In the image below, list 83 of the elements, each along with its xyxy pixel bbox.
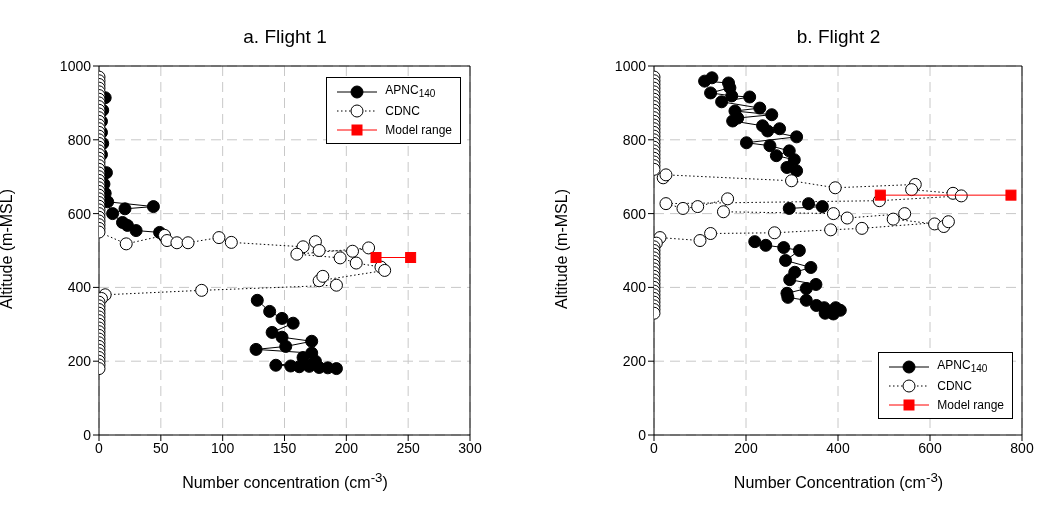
- x-tick-label: 600: [918, 439, 942, 456]
- y-axis-title: Altitude (m-MSL): [0, 188, 16, 311]
- x-axis-title: Number Concentration (cm$^{-3}$): [732, 470, 945, 493]
- point: [249, 342, 263, 356]
- point: [748, 235, 762, 249]
- y-tick-label: 800: [67, 131, 92, 148]
- point: [120, 218, 134, 232]
- point: [715, 95, 729, 109]
- legend-label: Model range: [385, 122, 452, 137]
- point: [129, 224, 143, 238]
- point: [1005, 189, 1017, 201]
- legend-label: CDNC: [385, 103, 420, 118]
- point: [809, 277, 823, 291]
- point: [405, 252, 417, 264]
- point: [118, 202, 132, 216]
- point: [761, 124, 775, 138]
- point: [790, 164, 804, 178]
- point: [263, 304, 277, 318]
- point: [743, 90, 757, 104]
- legend-label: APNC$_{140}$: [385, 83, 436, 100]
- x-tick-label: 800: [1010, 439, 1034, 456]
- point: [279, 339, 293, 353]
- x-tick-label: 150: [272, 439, 297, 456]
- point: [782, 201, 796, 215]
- legend-label: CDNC: [937, 378, 972, 393]
- legend-label: Model range: [937, 397, 1004, 412]
- y-tick-label: 200: [622, 353, 647, 370]
- point: [779, 253, 793, 267]
- point: [777, 241, 791, 255]
- point: [698, 74, 712, 88]
- point: [790, 130, 804, 144]
- x-tick-label: 300: [458, 439, 482, 456]
- point: [725, 89, 739, 103]
- point: [265, 325, 279, 339]
- chart-title: a. Flight 1: [242, 26, 328, 48]
- point: [799, 293, 813, 307]
- chart-title: b. Flight 2: [795, 26, 882, 48]
- point: [763, 139, 777, 153]
- y-tick-label: 800: [622, 131, 647, 148]
- x-tick-label: 50: [153, 439, 169, 456]
- point: [753, 101, 767, 115]
- point: [269, 358, 283, 372]
- y-tick-label: 1000: [59, 57, 92, 74]
- point: [792, 244, 806, 257]
- point: [146, 200, 160, 214]
- y-tick-label: 0: [638, 426, 647, 443]
- point: [704, 86, 718, 100]
- y-tick-label: 0: [83, 426, 92, 443]
- y-tick-label: 600: [622, 205, 647, 222]
- x-tick-label: 400: [826, 439, 850, 456]
- x-axis-title: Number concentration (cm$^{-3}$): [181, 470, 389, 493]
- legend-label: APNC$_{140}$: [937, 358, 988, 375]
- point: [739, 136, 753, 150]
- point: [773, 122, 787, 136]
- point: [726, 114, 740, 128]
- x-tick-label: 100: [210, 439, 235, 456]
- x-tick-label: 0: [650, 439, 659, 456]
- x-tick-label: 0: [95, 439, 104, 456]
- y-tick-label: 1000: [614, 57, 647, 74]
- y-tick-label: 400: [67, 279, 92, 296]
- point: [799, 282, 813, 296]
- point: [780, 160, 794, 174]
- point: [874, 189, 886, 201]
- point: [106, 207, 120, 221]
- point: [305, 334, 319, 348]
- point: [783, 273, 797, 287]
- point: [329, 362, 343, 376]
- point: [370, 252, 382, 264]
- point: [275, 311, 289, 325]
- y-tick-label: 200: [67, 353, 92, 370]
- x-tick-label: 200: [734, 439, 758, 456]
- x-tick-label: 200: [334, 439, 359, 456]
- x-tick-label: 250: [396, 439, 421, 456]
- point: [286, 316, 300, 330]
- y-axis-title: Altitude (m-MSL): [553, 188, 571, 311]
- point: [815, 200, 829, 214]
- point: [769, 149, 783, 163]
- y-tick-label: 400: [622, 279, 647, 296]
- point: [759, 238, 773, 252]
- point: [250, 293, 264, 307]
- point: [765, 108, 779, 122]
- y-tick-label: 600: [67, 205, 92, 222]
- point: [804, 260, 818, 274]
